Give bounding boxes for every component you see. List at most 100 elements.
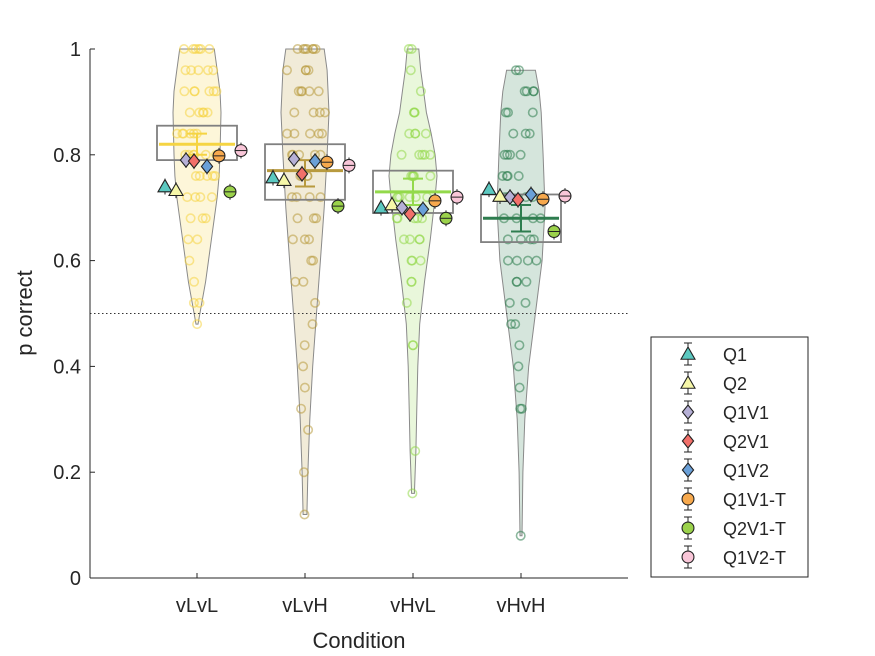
data-point (406, 276, 417, 287)
data-point (315, 192, 326, 203)
data-point (306, 255, 317, 266)
data-point (406, 43, 417, 54)
data-point (172, 128, 183, 139)
data-point (392, 213, 403, 224)
data-point (299, 340, 310, 351)
data-point (304, 128, 315, 139)
data-point (502, 255, 513, 266)
data-point (184, 107, 195, 118)
data-point (316, 128, 327, 139)
legend-marker-Q1V1 (681, 404, 695, 420)
data-point (182, 192, 193, 203)
data-point (403, 43, 414, 54)
x-axis-title: Condition (313, 628, 406, 653)
data-point (521, 86, 532, 97)
legend-label-Q1V2: Q1V2 (723, 461, 769, 481)
data-point (179, 86, 190, 97)
series-marker-Q1 (265, 169, 281, 184)
data-point (410, 128, 421, 139)
legend-label-Q2V1-T: Q2V1-T (723, 519, 786, 539)
series-marker-Q2 (492, 187, 508, 202)
data-point (195, 43, 206, 54)
data-point (308, 107, 319, 118)
series-marker-Q2V1 (511, 191, 525, 208)
data-point (513, 171, 524, 182)
data-point (281, 65, 292, 76)
data-point (189, 276, 200, 287)
data-point (511, 276, 522, 287)
data-point (303, 424, 314, 435)
series-marker-Q2 (276, 172, 292, 186)
data-point (515, 149, 526, 160)
data-point (508, 128, 519, 139)
data-point (315, 149, 326, 160)
data-point (289, 128, 300, 139)
series-marker-Q1V1 (179, 152, 193, 168)
data-point (292, 43, 303, 54)
series-marker-Q1V2 (416, 201, 430, 218)
data-point (293, 86, 304, 97)
series-marker-Q2V1 (187, 153, 201, 170)
data-point (510, 65, 521, 76)
data-point (516, 403, 527, 414)
data-point (398, 234, 409, 245)
data-point (497, 171, 508, 182)
data-point (292, 213, 303, 224)
data-point (208, 65, 219, 76)
data-point (528, 234, 539, 245)
data-point (303, 65, 314, 76)
data-point (500, 107, 511, 118)
series-marker-Q2V1 (403, 206, 417, 222)
data-point (513, 361, 524, 372)
data-point (296, 403, 307, 414)
y-tick-label: 0.6 (53, 251, 81, 273)
raw-points-layer (172, 43, 546, 541)
data-point (525, 234, 536, 245)
x-tick-label: vLvL (176, 595, 218, 617)
violins-layer (172, 48, 546, 537)
data-point (506, 319, 517, 330)
data-point (504, 297, 515, 308)
y-tick-label: 1 (70, 39, 81, 61)
data-point (401, 297, 412, 308)
data-point (207, 171, 218, 182)
legend-marker-Q1V1-T (681, 492, 695, 506)
data-point (515, 530, 526, 541)
data-point (514, 340, 525, 351)
series-marker-Q1 (373, 199, 389, 214)
x-tick-label: vHvH (497, 595, 546, 617)
data-point (425, 149, 436, 160)
data-point (184, 255, 195, 266)
data-point (531, 255, 542, 266)
data-point (289, 107, 300, 118)
data-point (499, 149, 510, 160)
data-point (311, 213, 322, 224)
legend-marker-Q2V1-T (681, 521, 695, 535)
data-point (515, 234, 526, 245)
data-point (527, 107, 538, 118)
violin-vLvH (280, 48, 330, 515)
data-point (189, 86, 200, 97)
data-point (407, 340, 418, 351)
legend-marker-Q2V1 (681, 433, 695, 449)
data-point (319, 107, 330, 118)
data-point (514, 382, 525, 393)
data-point (303, 234, 314, 245)
data-point (412, 213, 423, 224)
series-marker-Q1V2 (308, 153, 322, 170)
data-point (208, 86, 219, 97)
data-point (504, 149, 515, 160)
data-point (298, 276, 309, 287)
data-point (405, 65, 416, 76)
data-point (407, 488, 418, 499)
data-point (194, 297, 205, 308)
data-point (185, 213, 196, 224)
series-marker-Q1 (157, 178, 173, 193)
series-marker-Q2 (168, 182, 184, 197)
data-point (186, 65, 197, 76)
series-markers-layer (157, 142, 572, 240)
legend-marker-Q2 (680, 374, 696, 389)
legend: Q1 Q2 Q1V1 Q2V1 Q1V2 Q1V1-T Q2V1-T Q1V2-T (650, 336, 809, 578)
data-point (203, 65, 214, 76)
data-point (299, 382, 310, 393)
